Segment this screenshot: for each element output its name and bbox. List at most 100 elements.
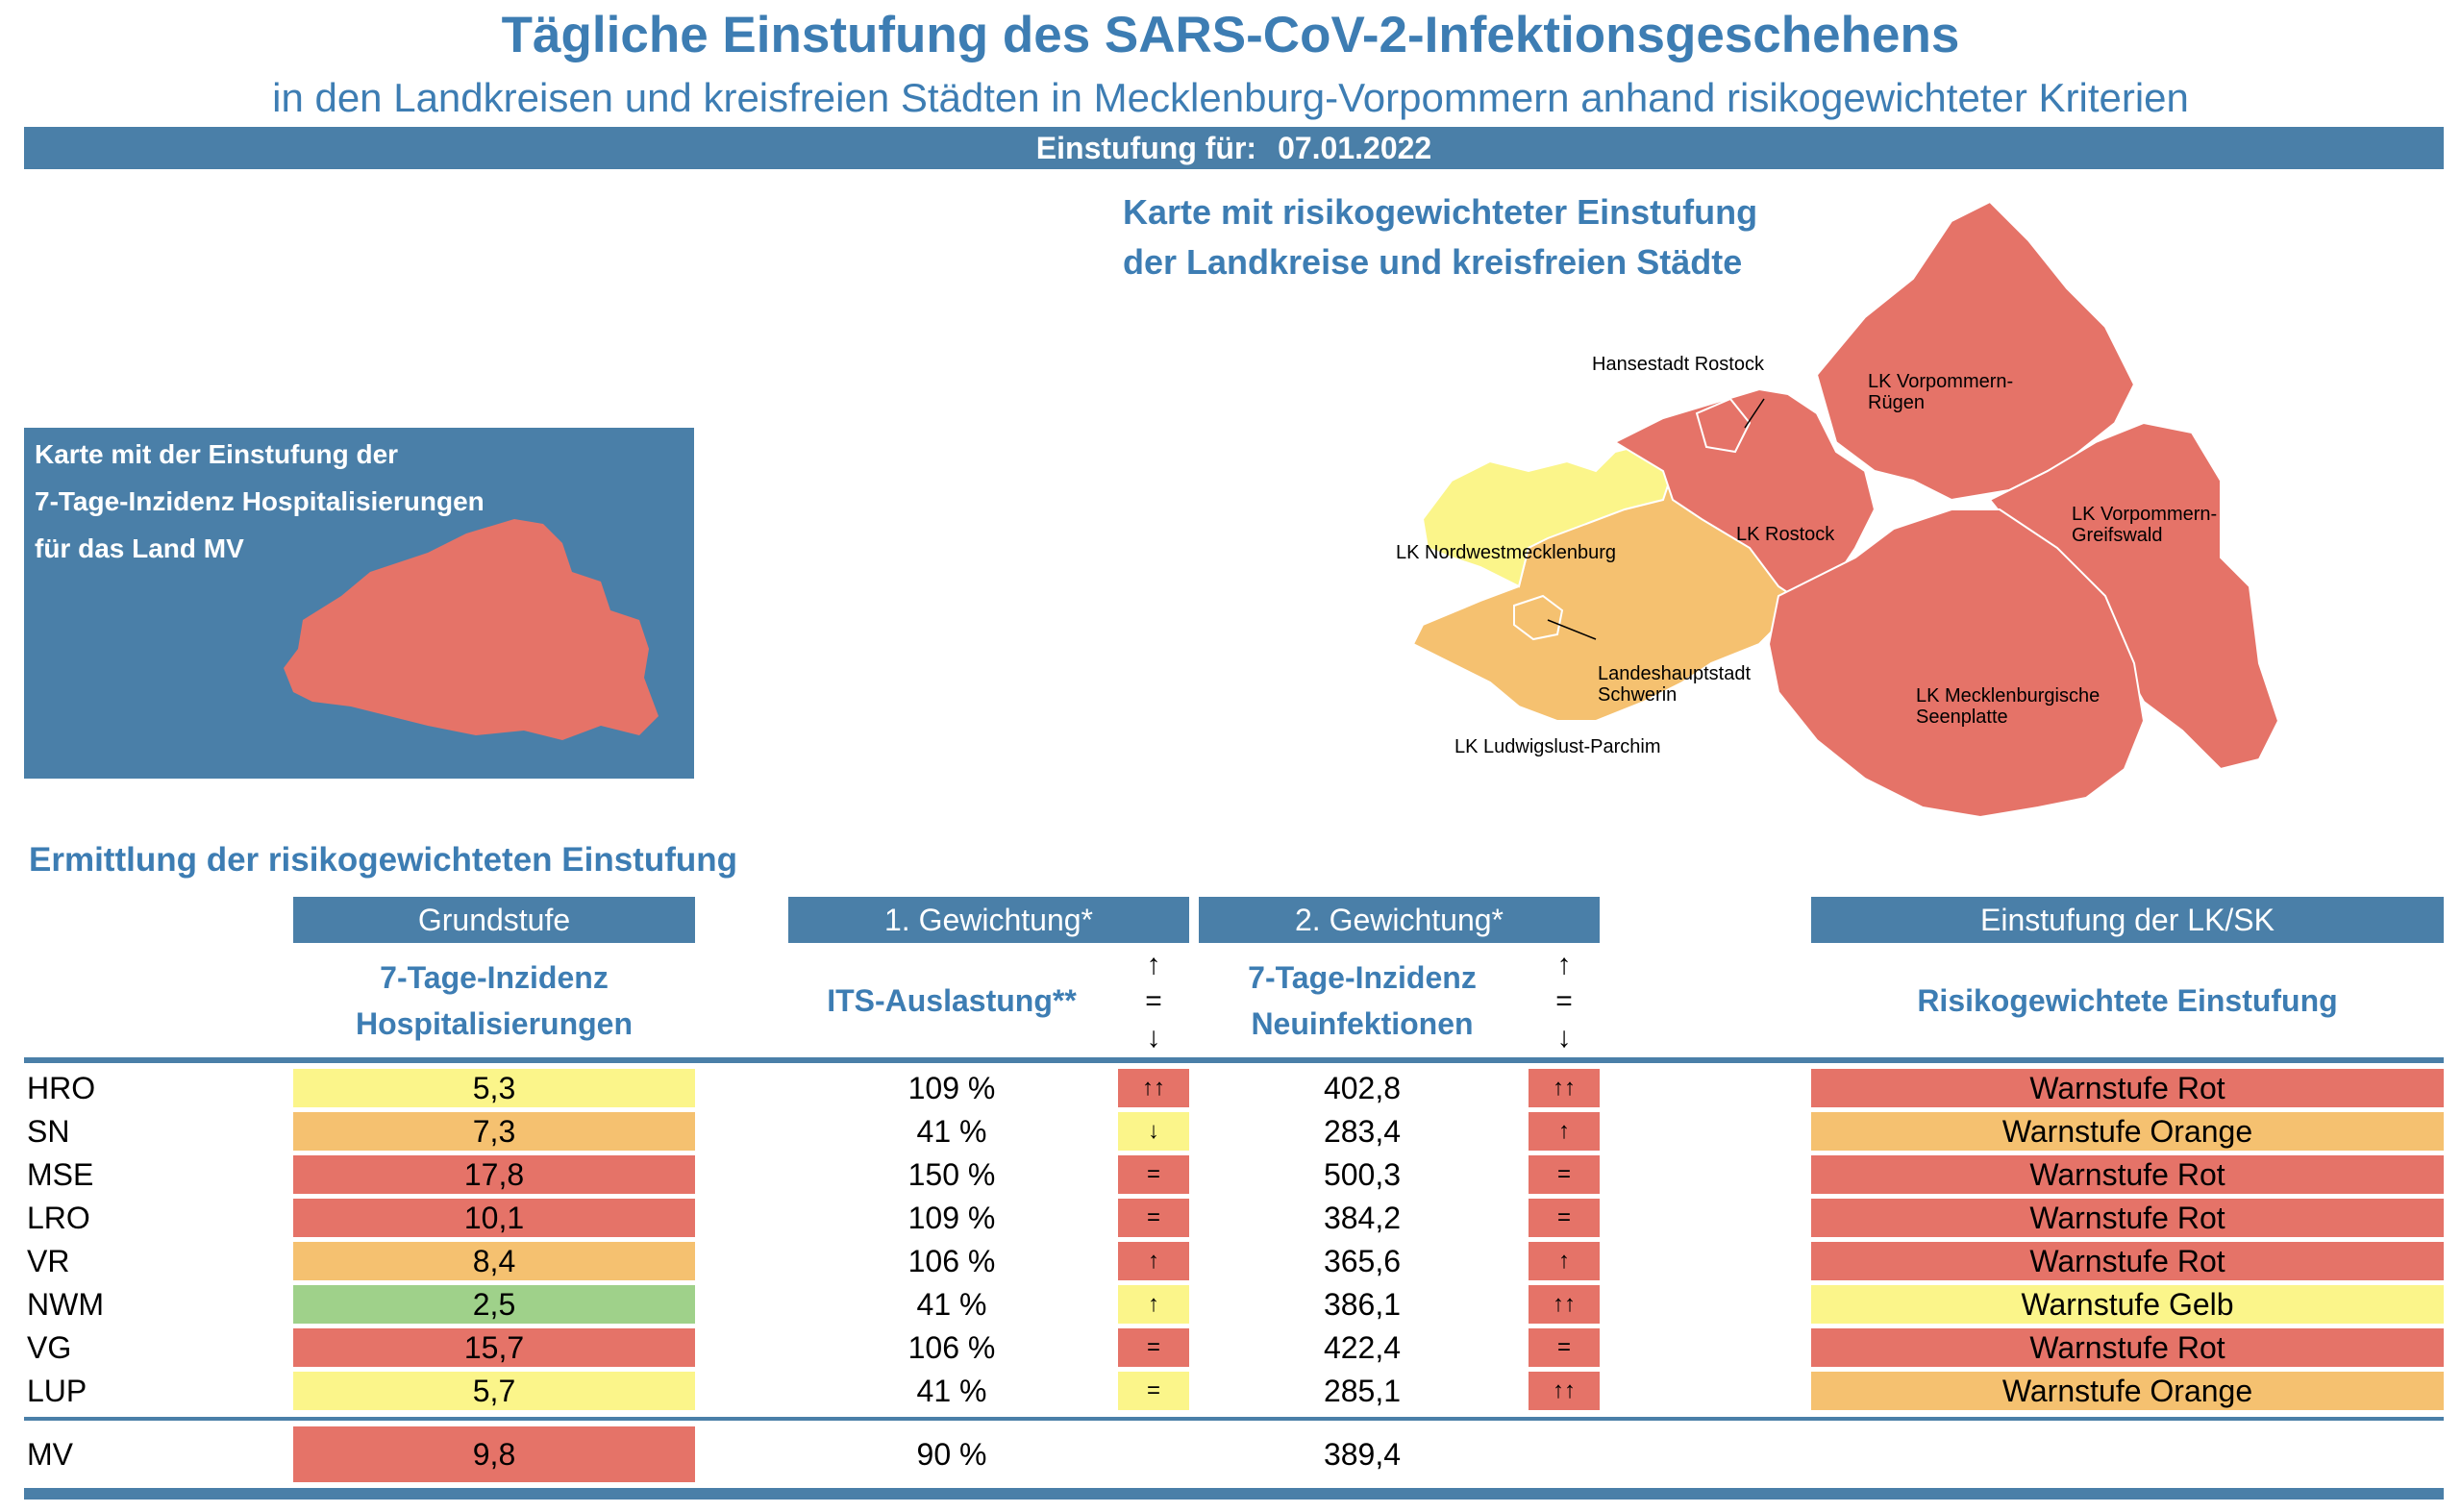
its-trend: ↑	[1118, 1285, 1189, 1324]
district-code: HRO	[27, 1070, 96, 1105]
its-value: 106 %	[907, 1243, 996, 1278]
district-code: VR	[27, 1243, 70, 1278]
district-code: LRO	[27, 1200, 90, 1235]
inz-value: 384,2	[1323, 1200, 1402, 1235]
warnstufe-badge: Warnstufe Rot	[1811, 1199, 2444, 1237]
district-map	[1411, 200, 2280, 819]
hosp-value: 8,4	[293, 1242, 695, 1280]
its-trend: ↑	[1118, 1242, 1189, 1280]
header-gewichtung-2: 2. Gewichtung*	[1199, 897, 1600, 943]
inz-trend: ↑	[1529, 1112, 1600, 1151]
table-row: VR 8,4 106 % ↑ 365,6 ↑ Warnstufe Rot	[0, 1242, 2461, 1284]
hosp-value: 7,3	[293, 1112, 695, 1151]
map-label-sn-line2: Schwerin	[1598, 684, 1678, 706]
inz-trend: ↑↑	[1529, 1372, 1600, 1410]
section-title: Ermittlung der risikogewichteten Einstuf…	[29, 841, 737, 879]
warnstufe-badge: Warnstufe Gelb	[1811, 1285, 2444, 1324]
subheader-risk: Risikogewichtete Einstufung	[1917, 983, 2338, 1018]
district-code: LUP	[27, 1373, 87, 1408]
map-label-vg-line2: Greifswald	[2072, 525, 2163, 546]
legend-arrow-equal: =	[1145, 985, 1162, 1017]
district-code: MSE	[27, 1156, 94, 1192]
total-inz: 389,4	[1323, 1436, 1402, 1472]
warnstufe-badge: Warnstufe Orange	[1811, 1372, 2444, 1410]
subheader-hosp-line1: 7-Tage-Inzidenz	[380, 960, 609, 995]
total-code: MV	[27, 1436, 73, 1472]
its-trend: =	[1118, 1372, 1189, 1410]
table-row: NWM 2,5 41 % ↑ 386,1 ↑↑ Warnstufe Gelb	[0, 1285, 2461, 1327]
mv-box-line2: 7-Tage-Inzidenz Hospitalisierungen	[35, 486, 485, 516]
district-code: NWM	[27, 1286, 104, 1322]
mv-map-shape	[284, 519, 659, 740]
map-label-hro: Hansestadt Rostock	[1592, 354, 1764, 375]
table-row: LUP 5,7 41 % = 285,1 ↑↑ Warnstufe Orange	[0, 1372, 2461, 1414]
mv-map-box	[24, 428, 694, 779]
its-trend: =	[1118, 1155, 1189, 1194]
legend-arrow-up: ↑	[1146, 949, 1161, 980]
map-title-line1: Karte mit risikogewichteter Einstufung	[1123, 192, 1758, 232]
inz-trend: =	[1529, 1155, 1600, 1194]
hosp-value: 5,7	[293, 1372, 695, 1410]
subheader-its: ITS-Auslastung**	[827, 983, 1077, 1018]
its-value: 41 %	[916, 1286, 987, 1322]
inz-trend: ↑↑	[1529, 1285, 1600, 1324]
legend-arrow-equal: =	[1555, 985, 1573, 1017]
subheader-hosp-line2: Hospitalisierungen	[355, 1006, 634, 1041]
district-code: SN	[27, 1113, 70, 1149]
map-title-line2: der Landkreise und kreisfreien Städte	[1123, 242, 1743, 282]
map-label-lro: LK Rostock	[1736, 524, 1835, 545]
hosp-value: 10,1	[293, 1199, 695, 1237]
inz-trend: =	[1529, 1328, 1600, 1367]
its-trend: =	[1118, 1199, 1189, 1237]
date-value: 07.01.2022	[1278, 130, 1432, 165]
mv-box-line1: Karte mit der Einstufung der	[35, 439, 399, 469]
inz-value: 283,4	[1323, 1113, 1402, 1149]
its-value: 41 %	[916, 1373, 987, 1408]
legend-arrows-inz: ↑ = ↓	[1545, 947, 1583, 1056]
map-label-vr-line2: Rügen	[1868, 392, 1925, 413]
legend-arrow-down: ↓	[1146, 1022, 1161, 1053]
table-row: VG 15,7 106 % = 422,4 = Warnstufe Rot	[0, 1328, 2461, 1371]
map-region-vr	[1815, 200, 2136, 502]
table-row: SN 7,3 41 % ↓ 283,4 ↑ Warnstufe Orange	[0, 1112, 2461, 1154]
its-trend: ↓	[1118, 1112, 1189, 1151]
map-label-lup: LK Ludwigslust-Parchim	[1454, 736, 1661, 757]
subheader-hospitalisierung: 7-Tage-Inzidenz Hospitalisierungen	[293, 954, 695, 1047]
warnstufe-badge: Warnstufe Rot	[1811, 1328, 2444, 1367]
page-title: Tägliche Einstufung des SARS-CoV-2-Infek…	[501, 7, 1960, 63]
hosp-value: 17,8	[293, 1155, 695, 1194]
page-subtitle: in den Landkreisen und kreisfreien Städt…	[272, 75, 2189, 120]
its-trend: ↑↑	[1118, 1069, 1189, 1107]
inz-value: 402,8	[1323, 1070, 1402, 1105]
warnstufe-badge: Warnstufe Rot	[1811, 1155, 2444, 1194]
table-rule-top	[24, 1057, 2444, 1063]
total-hosp: 9,8	[293, 1426, 695, 1482]
inz-value: 500,3	[1323, 1156, 1402, 1192]
inz-value: 285,1	[1323, 1373, 1402, 1408]
table-rule-bottom	[24, 1417, 2444, 1421]
its-value: 41 %	[916, 1113, 987, 1149]
table-body: HRO 5,3 109 % ↑↑ 402,8 ↑↑ Warnstufe Rot SN 7,3 41…	[0, 1069, 2461, 1415]
subheader-neuinfektionen: 7-Tage-Inzidenz Neuinfektionen	[1199, 954, 1526, 1047]
map-label-vg: LK Vorpommern- Greifswald	[2072, 504, 2217, 546]
total-its: 90 %	[916, 1436, 987, 1472]
subheader-neu-line1: 7-Tage-Inzidenz	[1248, 960, 1477, 995]
map-title: Karte mit risikogewichteter Einstufung d…	[1123, 187, 1757, 287]
map-label-sn-line1: Landeshauptstadt	[1598, 663, 1752, 684]
map-label-mse-line2: Seenplatte	[1916, 706, 2008, 728]
legend-arrow-up: ↑	[1556, 949, 1572, 980]
map-region-nwm	[1421, 440, 1675, 588]
map-label-mse-line1: LK Mecklenburgische	[1916, 685, 2101, 706]
hosp-value: 2,5	[293, 1285, 695, 1324]
warnstufe-badge: Warnstufe Rot	[1811, 1069, 2444, 1107]
subheader-neu-line2: Neuinfektionen	[1251, 1006, 1474, 1041]
warnstufe-badge: Warnstufe Rot	[1811, 1242, 2444, 1280]
map-region-lro	[1612, 387, 1877, 607]
map-region-sn	[1513, 594, 1564, 641]
legend-arrow-down: ↓	[1556, 1022, 1572, 1053]
map-label-vr-line1: LK Vorpommern-	[1868, 371, 2014, 392]
inz-trend: ↑↑	[1529, 1069, 1600, 1107]
date-band: Einstufung für: 07.01.2022	[24, 127, 2444, 169]
its-value: 150 %	[907, 1156, 996, 1192]
header-grundstufe: Grundstufe	[293, 897, 695, 943]
